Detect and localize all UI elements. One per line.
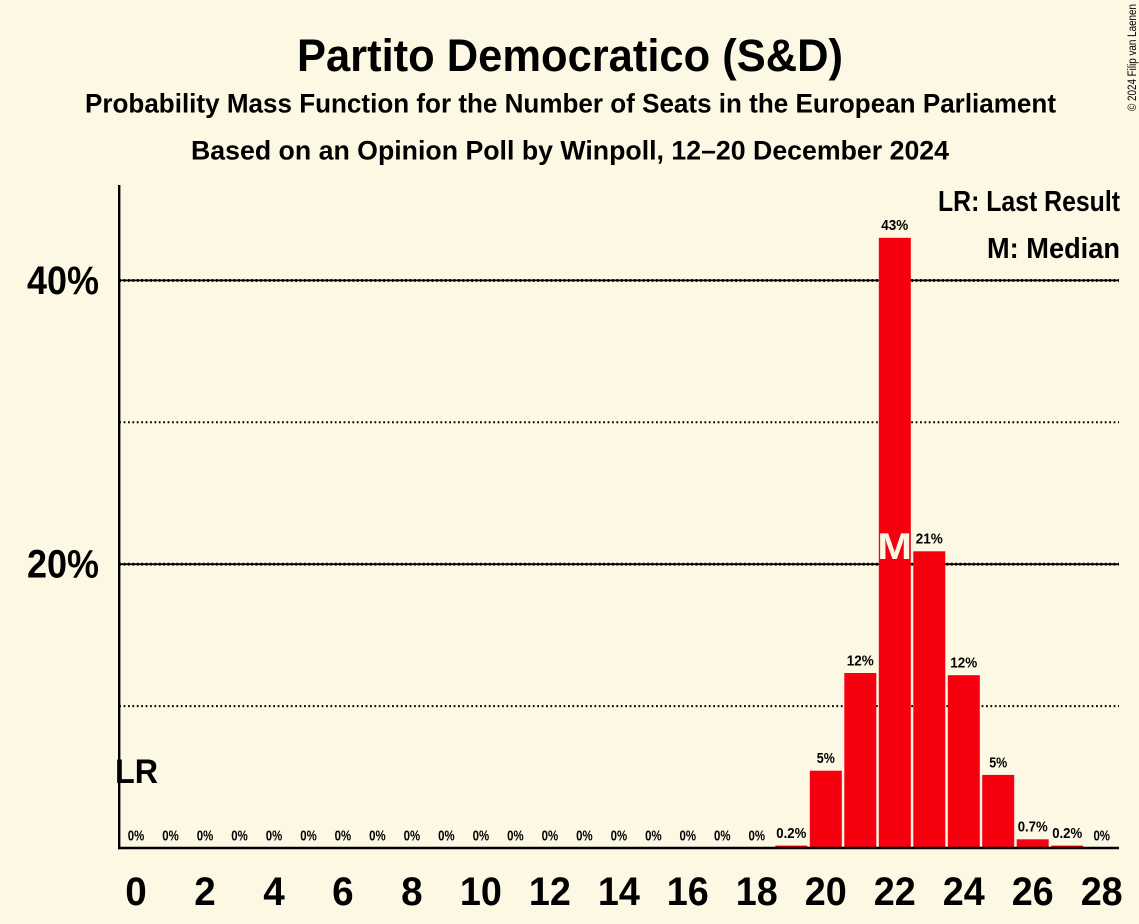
svg-text:10: 10 (460, 870, 502, 914)
svg-text:40%: 40% (27, 259, 99, 303)
svg-text:12%: 12% (950, 656, 977, 672)
svg-text:0%: 0% (576, 828, 593, 844)
svg-text:Based on an Opinion Poll by Wi: Based on an Opinion Poll by Winpoll, 12–… (191, 136, 949, 166)
svg-text:LR: Last Result: LR: Last Result (938, 186, 1120, 218)
svg-text:Partito Democratico (S&D): Partito Democratico (S&D) (297, 30, 843, 81)
svg-text:5%: 5% (817, 751, 835, 767)
svg-text:0%: 0% (473, 828, 490, 844)
svg-text:14: 14 (598, 870, 641, 914)
svg-text:0: 0 (125, 870, 147, 914)
svg-text:0%: 0% (369, 828, 386, 844)
svg-text:0%: 0% (438, 828, 455, 844)
svg-text:0%: 0% (162, 828, 179, 844)
svg-text:0%: 0% (542, 828, 559, 844)
svg-text:16: 16 (667, 870, 709, 914)
svg-text:2: 2 (194, 870, 216, 914)
svg-text:8: 8 (401, 870, 423, 914)
svg-text:5%: 5% (989, 755, 1007, 771)
svg-text:22: 22 (874, 870, 916, 914)
svg-text:26: 26 (1012, 870, 1054, 914)
svg-text:0%: 0% (645, 828, 662, 844)
svg-text:0%: 0% (507, 828, 524, 844)
svg-text:28: 28 (1081, 870, 1123, 914)
svg-text:24: 24 (943, 870, 986, 914)
svg-text:0.2%: 0.2% (776, 826, 806, 842)
svg-text:0%: 0% (335, 828, 352, 844)
svg-text:43%: 43% (881, 218, 908, 234)
svg-text:12%: 12% (847, 653, 874, 669)
svg-text:LR: LR (115, 753, 158, 791)
svg-text:Probability Mass Function for: Probability Mass Function for the Number… (85, 89, 1056, 119)
svg-text:0%: 0% (611, 828, 628, 844)
svg-text:0.7%: 0.7% (1018, 820, 1048, 836)
svg-text:6: 6 (332, 870, 354, 914)
svg-text:0%: 0% (714, 828, 731, 844)
svg-text:20: 20 (805, 870, 847, 914)
svg-text:18: 18 (736, 870, 778, 914)
svg-text:M: Median: M: Median (987, 233, 1120, 265)
svg-text:4: 4 (263, 870, 285, 914)
svg-text:0%: 0% (266, 828, 283, 844)
svg-text:0%: 0% (300, 828, 317, 844)
svg-text:0%: 0% (1093, 828, 1110, 844)
svg-text:0%: 0% (197, 828, 214, 844)
svg-text:0%: 0% (231, 828, 248, 844)
svg-text:0%: 0% (404, 828, 421, 844)
svg-text:0%: 0% (128, 828, 145, 844)
svg-text:0%: 0% (680, 828, 697, 844)
svg-text:21%: 21% (916, 532, 943, 548)
svg-text:12: 12 (529, 870, 571, 914)
svg-text:0.2%: 0.2% (1052, 826, 1082, 842)
svg-text:20%: 20% (27, 543, 99, 587)
svg-text:© 2024 Filip van Laenen: © 2024 Filip van Laenen (1127, 4, 1139, 111)
svg-text:M: M (877, 526, 912, 567)
svg-text:0%: 0% (749, 828, 766, 844)
